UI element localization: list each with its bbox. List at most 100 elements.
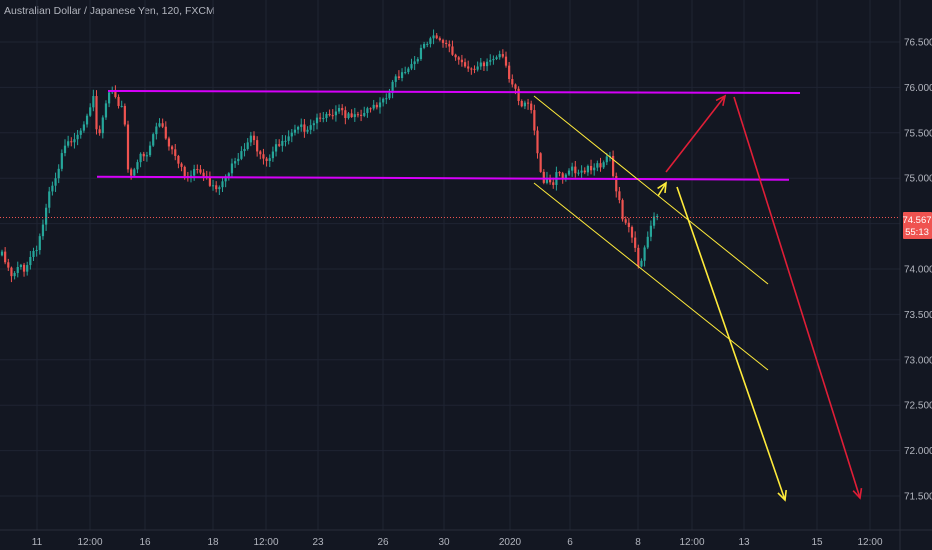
candle [577,169,580,176]
chart-title: Australian Dollar / Japanese Yen, 120, F… [4,5,215,17]
candle-body [274,144,278,152]
candle [558,171,561,177]
candle-body [413,61,416,65]
resistance-line [107,89,801,94]
candle-body [95,96,98,130]
candle [202,169,205,181]
candle [463,58,467,68]
candle-body [155,126,158,135]
candle [312,120,315,132]
candle-body [322,118,325,120]
candle-body [435,35,438,39]
drawings [96,89,863,502]
candle-body [508,65,511,80]
candle-body [218,187,221,190]
candle [621,198,624,222]
candle [120,100,123,108]
candle-body [328,113,331,116]
candle-body [448,43,451,47]
candle-body [599,163,602,168]
candle [208,171,211,187]
candle [281,134,284,152]
candle-body [89,107,92,116]
candle [262,148,265,165]
time-tick-label: 18 [207,537,219,548]
candle [167,136,171,151]
candle-body [634,237,637,248]
candle-body [337,108,341,112]
candle [596,160,599,172]
price-tick-label: 71.500 [904,492,932,503]
candle [306,126,309,134]
candle-body [57,168,60,179]
candle [98,125,101,136]
candle [67,135,70,148]
candle [571,162,574,177]
price-axis[interactable]: 76.50076.00075.50075.00074.50074.00073.5… [899,0,932,550]
channel-lower-line [533,182,769,371]
candle [70,137,73,147]
candle-body [19,264,22,268]
candle-body [514,84,517,89]
candle-body [284,140,287,142]
candle [240,146,243,161]
candle-body [552,182,555,185]
candle-body [271,151,274,159]
candle [615,172,618,198]
candle [643,245,646,267]
candle-body [221,181,224,188]
candle-body [567,170,571,175]
candle-body [252,135,256,141]
candle-body [602,162,605,168]
candle-body [498,54,501,58]
candle [319,112,322,123]
candle-body [438,38,441,41]
arrow-shaft [676,186,786,501]
candle-body [208,177,211,186]
candle [407,66,410,75]
candle [104,100,108,120]
candle-body [306,129,309,132]
candle [542,169,545,185]
candle-body [378,102,382,108]
time-tick-label: 13 [738,537,750,548]
candle-body [287,136,290,141]
candle-body [347,113,350,119]
candle-body [394,76,397,82]
candle-body [451,46,454,55]
candle [549,174,552,185]
candle [79,128,82,139]
candle-body [297,126,300,130]
candle-body [615,176,618,192]
candle [334,105,337,122]
candle [57,164,60,184]
candle [618,186,621,204]
price-badge-price: 74.567 [902,215,931,226]
candle [256,136,259,157]
candle [360,109,363,122]
candle [530,100,533,114]
candle-body [319,117,322,119]
candle-body [136,162,139,170]
candle-body [482,62,486,67]
candle [89,103,92,117]
candle [41,219,45,240]
candle [155,122,158,140]
candle [287,130,290,145]
candle [211,179,215,191]
candle [234,157,237,168]
candle [382,97,385,107]
arrow-head [852,487,863,500]
candle [574,160,577,178]
time-axis[interactable]: 11 12:00 16 18 12:00 23 26 30 2020 6 8 12:00 13 15 12:… [0,529,932,548]
candle-body [174,149,177,156]
candle-body [334,111,337,116]
candle [315,113,319,130]
candle [174,143,177,161]
candle-body [539,153,542,172]
candle-body [501,54,504,57]
candle [448,40,451,53]
candle [400,68,404,82]
candle-body [79,130,82,135]
